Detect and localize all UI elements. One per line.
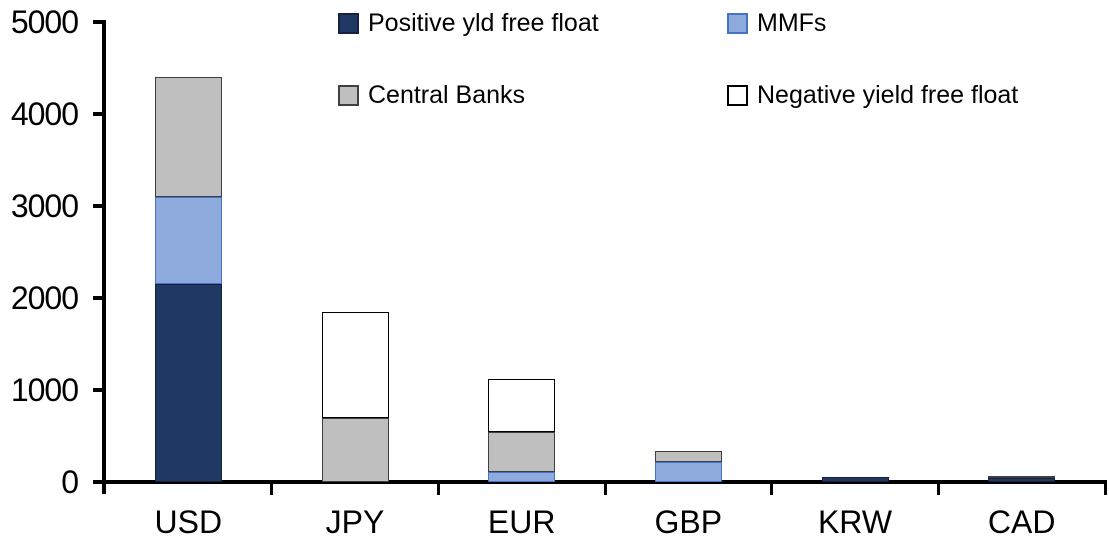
x-axis-category-label: KRW — [817, 504, 893, 540]
bar-segment-krw-0 — [821, 477, 889, 482]
y-axis-tick-mark — [93, 204, 103, 208]
legend-label: Positive yld free float — [368, 8, 599, 37]
legend-item: Central Banks — [338, 81, 727, 110]
x-axis-tick-mark — [936, 484, 940, 495]
y-axis-tick-mark — [93, 296, 103, 300]
bar-segment-gbp-1 — [654, 461, 722, 482]
bar-segment-usd-2 — [154, 77, 222, 197]
legend-swatch-icon — [338, 12, 359, 34]
x-axis-category-label: JPY — [325, 504, 385, 540]
x-axis-category-label: EUR — [487, 504, 556, 540]
bar-segment-gbp-2 — [654, 450, 722, 462]
x-axis-line — [102, 480, 1107, 484]
bar-segment-jpy-3 — [321, 311, 389, 418]
x-axis-tick-mark — [436, 484, 440, 495]
x-axis-tick-mark — [270, 484, 274, 495]
bar-segment-jpy-2 — [321, 417, 389, 482]
bar-segment-eur-1 — [488, 471, 556, 482]
bar-segment-usd-1 — [154, 196, 222, 285]
legend-item: MMFs — [727, 9, 1018, 38]
x-axis-tick-mark — [770, 484, 774, 495]
y-axis-tick-label: 4000 — [10, 96, 79, 132]
bar-segment-eur-3 — [488, 378, 556, 433]
legend-item: Positive yld free float — [338, 9, 727, 38]
y-axis-tick-mark — [93, 20, 103, 24]
y-axis-line — [102, 20, 106, 494]
legend: Positive yld free float MMFs Central Banks… — [338, 8, 1018, 110]
legend-swatch-icon — [727, 12, 748, 34]
y-axis-tick-mark — [93, 112, 103, 116]
x-axis-tick-mark — [1103, 484, 1107, 495]
bar-segment-cad-2 — [988, 476, 1056, 479]
legend-item: Negative yield free float — [727, 81, 1018, 110]
legend-label: Central Banks — [368, 80, 526, 109]
y-axis-tick-label: 3000 — [10, 188, 79, 224]
x-axis-tick-mark — [603, 484, 607, 495]
y-axis-tick-label: 1000 — [10, 372, 79, 408]
bar-segment-cad-0 — [988, 478, 1056, 482]
y-axis-tick-label: 5000 — [10, 4, 79, 40]
y-axis-tick-mark — [93, 480, 103, 484]
bar-segment-usd-0 — [154, 284, 222, 482]
legend-label: Negative yield free float — [757, 80, 1019, 109]
legend-swatch-icon — [727, 84, 748, 106]
x-axis-category-label: USD — [154, 504, 223, 540]
y-axis-tick-mark — [93, 388, 103, 392]
legend-label: MMFs — [757, 8, 827, 37]
y-axis-tick-label: 0 — [61, 464, 79, 500]
x-axis-category-label: GBP — [654, 504, 723, 540]
legend-swatch-icon — [338, 84, 359, 106]
bar-segment-eur-2 — [488, 432, 556, 472]
y-axis-tick-label: 2000 — [10, 280, 79, 316]
x-axis-category-label: CAD — [987, 504, 1056, 540]
